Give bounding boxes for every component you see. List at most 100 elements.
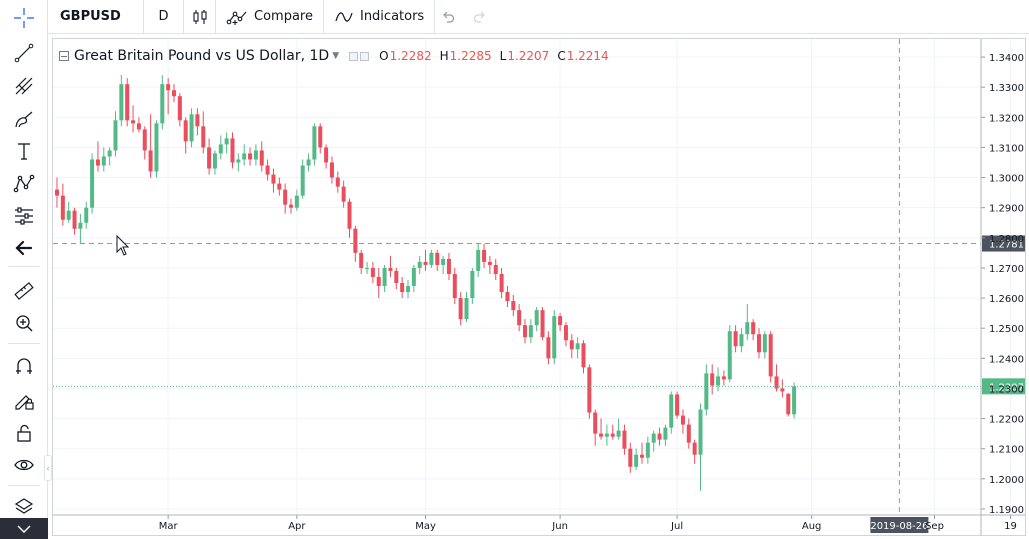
candle: [382, 264, 387, 293]
interval-button[interactable]: D: [144, 0, 184, 34]
candle: [540, 307, 545, 341]
candles-icon: [192, 9, 207, 24]
compare-button[interactable]: Compare: [216, 0, 324, 34]
mouse-cursor-icon: [116, 234, 130, 256]
redo-button[interactable]: [467, 0, 499, 34]
last-price-label: 1.2307: [989, 382, 1024, 393]
candle-body: [593, 412, 598, 434]
candle-body: [306, 159, 311, 166]
candle: [248, 147, 253, 166]
toolbar-resize-handle[interactable]: ‹: [44, 455, 52, 481]
pitchfork-icon[interactable]: [9, 72, 39, 100]
candle-body: [283, 189, 288, 205]
magnet-icon[interactable]: [9, 353, 39, 381]
trend-line-icon[interactable]: [9, 39, 39, 67]
candle-body: [575, 343, 580, 350]
text-icon[interactable]: [9, 137, 39, 165]
unlock-icon[interactable]: [9, 419, 39, 447]
price-axis-label: 1.2100: [989, 445, 1024, 456]
candle-body: [458, 298, 463, 320]
candle: [563, 322, 568, 347]
close-icon[interactable]: [360, 51, 370, 61]
brush-icon[interactable]: [9, 105, 39, 133]
undo-button[interactable]: [435, 0, 467, 34]
candle: [66, 201, 71, 223]
candle-body: [657, 433, 662, 440]
candle: [259, 141, 264, 172]
drawing-toolbar: [0, 0, 48, 539]
chevron-down-icon[interactable]: ▼: [332, 51, 340, 61]
candle-body: [131, 120, 136, 124]
candle: [552, 310, 557, 365]
candle: [716, 367, 721, 392]
candle-body: [84, 207, 89, 223]
pattern-icon[interactable]: [9, 170, 39, 198]
candle: [634, 448, 639, 470]
candle-body: [604, 433, 609, 437]
top-toolbar: GBPUSD D Compare Indicators: [48, 0, 1029, 34]
settings-icon[interactable]: [349, 51, 359, 61]
candle-body: [312, 126, 317, 160]
candle: [136, 117, 141, 133]
candle: [569, 334, 574, 359]
candle: [745, 304, 750, 341]
candle: [534, 307, 539, 332]
candle-body: [528, 325, 533, 338]
candle-body: [207, 147, 212, 169]
candle-body: [218, 144, 223, 154]
candle-body: [429, 252, 434, 265]
candle: [768, 331, 773, 383]
candle: [786, 392, 791, 417]
close-value: 1.2214: [566, 49, 609, 63]
candle-body: [172, 90, 176, 97]
candle: [704, 364, 709, 416]
back-arrow-icon[interactable]: [9, 234, 39, 262]
chart-type-button[interactable]: [184, 0, 216, 34]
eye-icon[interactable]: [9, 451, 39, 479]
candle: [669, 391, 674, 434]
candle-body: [511, 301, 516, 311]
collapse-toolbar-button[interactable]: [0, 518, 48, 539]
candle-body: [60, 195, 65, 220]
candle: [511, 295, 516, 317]
crosshair-icon[interactable]: [9, 4, 39, 32]
candle: [376, 267, 381, 299]
candle: [84, 201, 89, 229]
candle-body: [400, 283, 405, 293]
candle: [610, 424, 615, 440]
candle: [230, 132, 235, 169]
candle-body: [376, 276, 381, 287]
candle: [189, 108, 194, 148]
candle: [195, 108, 200, 136]
candle-body: [727, 331, 732, 380]
zoom-in-icon[interactable]: [9, 309, 39, 337]
candle: [645, 436, 650, 464]
ruler-icon[interactable]: [9, 277, 39, 305]
candle: [218, 135, 223, 160]
candle: [686, 418, 691, 449]
candle-body: [622, 430, 627, 449]
candle-body: [587, 367, 592, 413]
indicators-button[interactable]: Indicators: [324, 0, 436, 34]
candle-body: [786, 393, 791, 415]
legend-collapse-icon[interactable]: [59, 51, 69, 61]
candle-body: [136, 123, 141, 130]
candle-body: [212, 153, 217, 169]
symbol-search-button[interactable]: GBPUSD: [48, 0, 144, 34]
prediction-icon[interactable]: [9, 202, 39, 230]
price-axis-label: 1.2200: [989, 415, 1024, 426]
price-axis-label: 1.2600: [989, 294, 1024, 305]
candle: [394, 267, 399, 290]
candle-body: [616, 430, 621, 437]
candle-body: [90, 159, 95, 208]
candle: [271, 168, 276, 193]
candle: [640, 442, 644, 464]
candle: [458, 292, 463, 326]
lock-drawing-icon[interactable]: [9, 386, 39, 414]
candlestick-chart[interactable]: 1.2307 1.2781 2019-08-26 1.3400 1.3300 1.320…: [53, 39, 1025, 535]
close-label: C: [557, 49, 566, 63]
chart-pane[interactable]: 1.2307 1.2781 2019-08-26 1.3400 1.3300 1.320…: [52, 38, 1026, 536]
layers-icon[interactable]: [9, 493, 39, 521]
candle: [476, 243, 481, 277]
